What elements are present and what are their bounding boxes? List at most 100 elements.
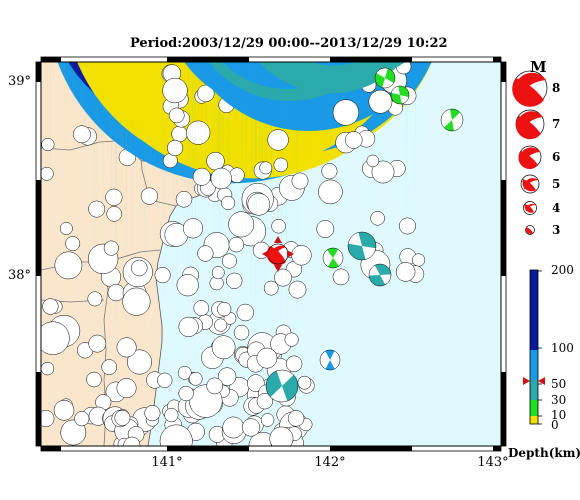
magnitude-legend bbox=[512, 70, 548, 235]
earthquake-beachball-208 bbox=[164, 62, 397, 423]
earthquake-beachball-143 bbox=[182, 62, 204, 239]
earthquake-beachball-197 bbox=[211, 62, 225, 280]
earthquake-beachball-121 bbox=[267, 62, 289, 151]
depth-tick-30: 30 bbox=[551, 393, 567, 407]
earthquake-beachball-274 bbox=[319, 349, 341, 371]
earthquake-beachball-38 bbox=[88, 62, 106, 218]
lon-label-143: 143° bbox=[477, 455, 509, 470]
earthquake-beachball-256 bbox=[269, 62, 406, 446]
earthquake-beachball-172 bbox=[263, 62, 279, 296]
lon-label-142: 142° bbox=[314, 455, 346, 470]
earthquake-beachball-262 bbox=[297, 62, 312, 390]
magnitude-5-symbol bbox=[520, 174, 540, 194]
magnitude-legend-title: M bbox=[530, 58, 547, 76]
earthquake-beachball-231 bbox=[368, 62, 393, 114]
magnitude-label-5: 5 bbox=[552, 177, 561, 191]
earthquake-beachball-85 bbox=[144, 62, 396, 422]
earthquake-beachball-187 bbox=[248, 62, 420, 446]
earthquake-beachball-108 bbox=[228, 62, 255, 238]
earthquake-beachball-245 bbox=[366, 62, 380, 168]
depth-legend-title: Depth(km) bbox=[508, 446, 580, 460]
earthquake-beachball-191 bbox=[197, 62, 214, 262]
earthquake-beachball-228 bbox=[332, 99, 360, 126]
magnitude-7-symbol bbox=[515, 109, 545, 140]
earthquake-beachball-175 bbox=[226, 272, 243, 289]
earthquake-beachball-263 bbox=[241, 62, 401, 437]
depth-tick-200: 200 bbox=[551, 263, 574, 277]
earthquake-beachball-58 bbox=[116, 62, 371, 399]
earthquake-beachball-266 bbox=[284, 62, 299, 347]
earthquake-beachball-202 bbox=[176, 62, 199, 297]
earthquake-beachball-62 bbox=[122, 62, 267, 316]
earthquake-beachball-40 bbox=[73, 62, 91, 144]
earthquake-beachball-241 bbox=[321, 62, 338, 180]
magnitude-label-8: 8 bbox=[552, 81, 561, 95]
earthquake-beachball-135 bbox=[168, 62, 185, 124]
magnitude-4-symbol bbox=[523, 201, 537, 215]
earthquake-beachball-199 bbox=[159, 62, 425, 446]
map-frame bbox=[35, 56, 507, 452]
earthquake-beachball-271 bbox=[347, 231, 377, 261]
depth-colorbar bbox=[523, 269, 545, 425]
earthquake-beachball-34 bbox=[59, 62, 198, 235]
earthquake-beachball-268 bbox=[374, 67, 396, 89]
earthquake-beachball-52 bbox=[127, 62, 342, 375]
earthquake-beachball-272 bbox=[322, 247, 344, 269]
latest-event-beachball bbox=[266, 243, 289, 266]
depth-tick-50: 50 bbox=[551, 377, 567, 391]
magnitude-label-7: 7 bbox=[552, 117, 561, 131]
earthquake-beachball-130 bbox=[167, 62, 184, 157]
earthquake-beachball-174 bbox=[154, 62, 171, 284]
magnitude-8-symbol bbox=[512, 70, 548, 107]
magnitude-label-4: 4 bbox=[552, 201, 561, 215]
earthquake-beachball-167 bbox=[214, 62, 228, 332]
earthquake-beachball-243 bbox=[316, 62, 335, 238]
lat-label-38: 38° bbox=[8, 268, 32, 283]
earthquake-beachball-269 bbox=[390, 85, 410, 105]
earthquake-beachball-144 bbox=[186, 62, 211, 145]
earthquake-markers bbox=[41, 62, 464, 446]
earthquake-beachball-259 bbox=[256, 347, 278, 369]
earthquake-beachball-184 bbox=[221, 62, 237, 269]
earthquake-beachball-211 bbox=[247, 62, 265, 392]
earthquake-beachball-30 bbox=[41, 62, 55, 152]
lat-label-39: 39° bbox=[8, 74, 32, 89]
depth-tick-0: 0 bbox=[551, 418, 559, 432]
page-title: Period:2003/12/29 00:00--2013/12/29 10:2… bbox=[130, 36, 448, 51]
depth-tick-100: 100 bbox=[551, 341, 574, 355]
magnitude-6-symbol bbox=[518, 145, 542, 170]
earthquake-beachball-200 bbox=[217, 62, 345, 386]
earthquake-beachball-43 bbox=[65, 62, 215, 252]
latest-event-depth-marker bbox=[523, 377, 545, 385]
earthquake-beachball-35 bbox=[87, 62, 279, 307]
earthquake-beachball-32 bbox=[140, 187, 158, 205]
earthquake-beachball-240 bbox=[371, 62, 395, 184]
magnitude-3-symbol bbox=[525, 225, 535, 235]
earthquake-beachball-117 bbox=[228, 62, 245, 253]
earthquake-beachball-142 bbox=[247, 62, 271, 216]
earthquake-beachball-77 bbox=[60, 62, 422, 446]
earthquake-beachball-33 bbox=[54, 62, 241, 280]
earthquake-beachball-66 bbox=[116, 62, 326, 358]
earthquake-beachball-239 bbox=[332, 268, 350, 286]
magnitude-label-3: 3 bbox=[552, 223, 561, 237]
latest-event-markers bbox=[262, 236, 294, 272]
earthquake-beachball-265 bbox=[285, 355, 303, 373]
earthquake-beachball-212 bbox=[193, 62, 210, 316]
earthquake-beachball-201 bbox=[206, 62, 358, 395]
earthquake-beachball-275 bbox=[265, 369, 299, 403]
earthquake-beachball-26 bbox=[106, 206, 122, 222]
lon-label-141: 141° bbox=[151, 455, 183, 470]
earthquake-beachball-215 bbox=[188, 62, 353, 386]
earthquake-beachball-264 bbox=[256, 62, 356, 410]
earthquake-beachball-171 bbox=[236, 62, 254, 322]
earthquake-beachball-115 bbox=[175, 62, 193, 208]
depth-tick-10: 10 bbox=[551, 408, 567, 422]
earthquake-beachball-238 bbox=[395, 62, 416, 282]
earthquake-beachball-177 bbox=[211, 62, 236, 360]
earthquake-beachball-207 bbox=[178, 62, 278, 337]
earthquake-beachball-244 bbox=[318, 62, 343, 205]
earthquake-beachball-27 bbox=[41, 166, 54, 181]
earthquake-beachball-133 bbox=[192, 167, 211, 186]
